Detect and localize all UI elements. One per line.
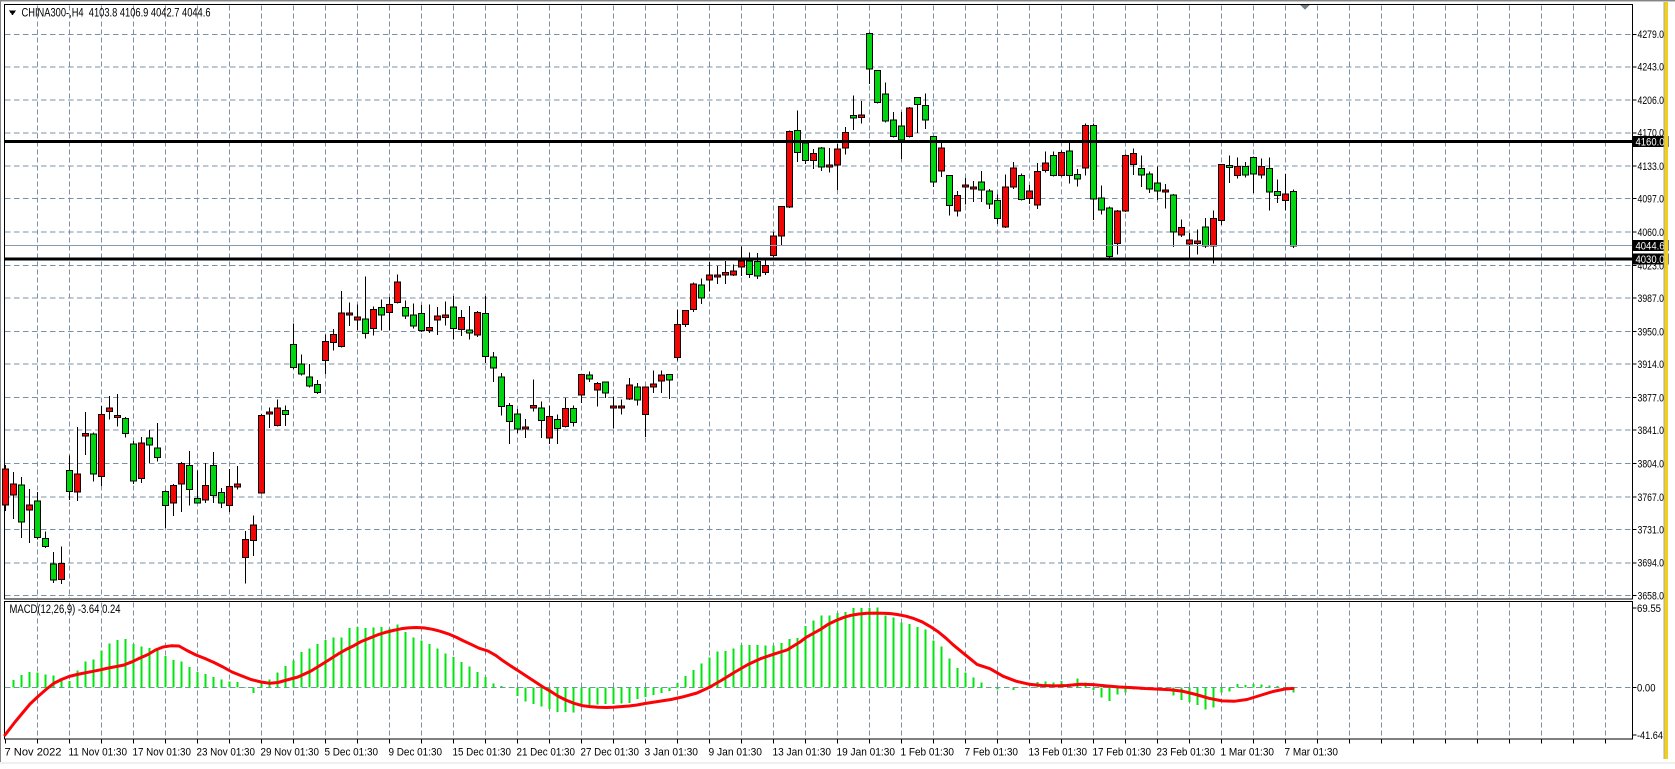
svg-text:4060.0: 4060.0 xyxy=(1638,227,1665,239)
svg-text:4133.0: 4133.0 xyxy=(1638,161,1665,173)
svg-text:3950.0: 3950.0 xyxy=(1638,326,1665,338)
svg-text:3658.0: 3658.0 xyxy=(1638,590,1665,602)
svg-text:23 Feb 01:30: 23 Feb 01:30 xyxy=(1157,747,1216,759)
svg-text:4279.0: 4279.0 xyxy=(1638,29,1665,41)
svg-text:21 Dec 01:30: 21 Dec 01:30 xyxy=(517,747,576,759)
svg-text:23 Nov 01:30: 23 Nov 01:30 xyxy=(197,747,256,759)
svg-text:9 Dec 01:30: 9 Dec 01:30 xyxy=(389,747,443,759)
svg-text:3841.0: 3841.0 xyxy=(1638,425,1665,437)
svg-text:3 Jan 01:30: 3 Jan 01:30 xyxy=(645,747,699,759)
svg-text:4097.0: 4097.0 xyxy=(1638,194,1665,206)
svg-text:19 Jan 01:30: 19 Jan 01:30 xyxy=(837,747,896,759)
svg-text:4044.6: 4044.6 xyxy=(1636,241,1665,253)
svg-text:5 Dec 01:30: 5 Dec 01:30 xyxy=(325,747,379,759)
svg-text:-41.64: -41.64 xyxy=(1637,730,1663,742)
svg-text:7 Mar 01:30: 7 Mar 01:30 xyxy=(1285,747,1339,759)
svg-text:3767.0: 3767.0 xyxy=(1638,492,1665,504)
svg-text:29 Nov 01:30: 29 Nov 01:30 xyxy=(261,747,320,759)
svg-text:4206.0: 4206.0 xyxy=(1638,95,1665,107)
svg-text:69.55: 69.55 xyxy=(1637,603,1661,615)
svg-text:3804.0: 3804.0 xyxy=(1638,458,1665,470)
svg-text:4243.0: 4243.0 xyxy=(1638,62,1665,74)
svg-text:13 Jan 01:30: 13 Jan 01:30 xyxy=(773,747,832,759)
svg-text:7 Nov 2022: 7 Nov 2022 xyxy=(5,747,62,759)
svg-text:0.00: 0.00 xyxy=(1637,682,1656,694)
svg-text:3987.0: 3987.0 xyxy=(1638,293,1665,305)
svg-text:3731.0: 3731.0 xyxy=(1638,524,1665,536)
svg-text:17 Feb 01:30: 17 Feb 01:30 xyxy=(1093,747,1152,759)
svg-text:CHINA300-,H4 4103.8 4106.9 40: CHINA300-,H4 4103.8 4106.9 4042.7 4044.6 xyxy=(22,6,211,20)
svg-text:3877.0: 3877.0 xyxy=(1638,392,1665,404)
svg-text:11 Nov 01:30: 11 Nov 01:30 xyxy=(69,747,128,759)
svg-text:4160.0: 4160.0 xyxy=(1636,136,1665,148)
svg-text:4030.0: 4030.0 xyxy=(1636,254,1665,266)
svg-text:1 Mar 01:30: 1 Mar 01:30 xyxy=(1221,747,1275,759)
svg-text:MACD(12,26,9) -3.64 0.24: MACD(12,26,9) -3.64 0.24 xyxy=(10,604,121,616)
svg-text:17 Nov 01:30: 17 Nov 01:30 xyxy=(133,747,192,759)
svg-text:7 Feb 01:30: 7 Feb 01:30 xyxy=(965,747,1019,759)
svg-text:13 Feb 01:30: 13 Feb 01:30 xyxy=(1029,747,1088,759)
svg-text:3914.0: 3914.0 xyxy=(1638,359,1665,371)
svg-text:27 Dec 01:30: 27 Dec 01:30 xyxy=(581,747,640,759)
svg-text:15 Dec 01:30: 15 Dec 01:30 xyxy=(453,747,512,759)
svg-text:1 Feb 01:30: 1 Feb 01:30 xyxy=(901,747,955,759)
svg-text:3694.0: 3694.0 xyxy=(1638,558,1665,570)
svg-text:9 Jan 01:30: 9 Jan 01:30 xyxy=(709,747,763,759)
